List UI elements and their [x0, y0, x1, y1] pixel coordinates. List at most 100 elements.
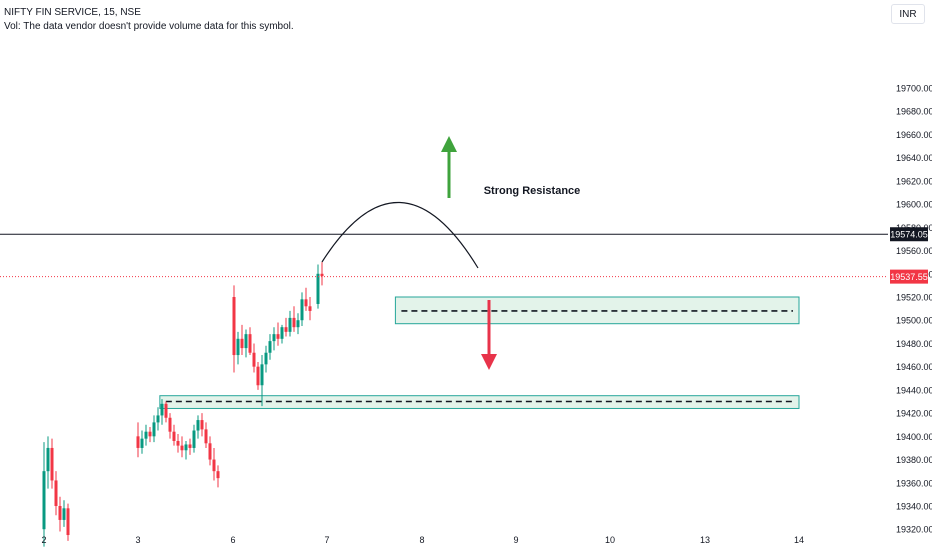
time-tick-label: 14	[794, 535, 804, 545]
candle-body	[42, 471, 46, 530]
candle	[300, 292, 304, 327]
candle-body	[144, 431, 148, 439]
candle	[288, 310, 292, 337]
candle-body	[300, 299, 304, 321]
time-tick-label: 6	[230, 535, 235, 545]
candles	[42, 262, 324, 547]
candle	[176, 434, 180, 453]
candle	[180, 436, 184, 458]
candle	[244, 329, 248, 358]
candle-body	[284, 327, 288, 332]
down-arrow-icon	[481, 300, 497, 370]
price-tick-label: 19520.00	[896, 293, 932, 303]
price-tick-label: 19560.00	[896, 246, 932, 256]
candle	[164, 401, 168, 423]
price-tick-label: 19620.00	[896, 176, 932, 186]
candle	[200, 413, 204, 437]
candle	[272, 327, 276, 351]
candle	[284, 317, 288, 337]
candle	[140, 430, 144, 454]
candle-body	[192, 430, 196, 448]
candle	[50, 438, 54, 489]
candle	[236, 331, 240, 365]
support-zones	[159, 296, 800, 409]
candle	[320, 262, 324, 286]
down-arrow-head	[481, 354, 497, 370]
candle-body	[196, 420, 200, 431]
candle-body	[200, 420, 204, 430]
candle	[248, 327, 252, 356]
candle	[260, 355, 264, 407]
candle	[46, 436, 50, 489]
price-tick-label: 19360.00	[896, 478, 932, 488]
candle	[62, 500, 66, 527]
candle-body	[292, 317, 296, 328]
candle	[232, 285, 236, 373]
time-tick-label: 7	[324, 535, 329, 545]
candle	[308, 297, 312, 321]
projection-arc	[321, 201, 479, 269]
candle	[292, 306, 296, 332]
candle	[304, 287, 308, 311]
candle-body	[204, 429, 208, 444]
resistance-label: Strong Resistance	[484, 185, 581, 197]
price-axis[interactable]: 19320.00 19340.00 19360.00 19380.00 19400.00…	[888, 0, 932, 550]
price-tick-label: 19680.00	[896, 107, 932, 117]
candle	[196, 415, 200, 439]
candle	[136, 422, 140, 458]
price-tick-label: 19460.00	[896, 362, 932, 372]
annotations	[321, 136, 497, 370]
candle	[216, 465, 220, 488]
candle-body	[296, 320, 300, 328]
price-lines	[0, 233, 888, 278]
price-tick-label: 19420.00	[896, 409, 932, 419]
candle-body	[148, 431, 152, 437]
price-tick-label: 19400.00	[896, 432, 932, 442]
resistance-price-label: 19574.05	[890, 230, 928, 240]
time-tick-label: 10	[605, 535, 615, 545]
candle-body	[176, 440, 180, 446]
candle	[192, 424, 196, 453]
symbol-title: NIFTY FIN SERVICE, 15, NSE	[4, 7, 141, 18]
time-tick-label: 2	[41, 535, 46, 545]
time-axis[interactable]: 2 3 6 7 8 9 10 13 14	[41, 535, 804, 545]
candle-body	[276, 334, 280, 339]
candle-body	[264, 352, 268, 365]
candle-body	[188, 444, 192, 448]
candle-body	[184, 444, 188, 451]
candle	[156, 407, 160, 431]
chart-legend: NIFTY FIN SERVICE, 15, NSE Vol: The data…	[4, 6, 294, 34]
candle	[168, 413, 172, 439]
candle-body	[62, 508, 66, 520]
price-tick-label: 19640.00	[896, 153, 932, 163]
candle	[42, 442, 46, 547]
candle-body	[54, 480, 58, 506]
time-tick-label: 13	[700, 535, 710, 545]
candle	[256, 362, 260, 390]
candle-body	[248, 334, 252, 353]
candle	[172, 424, 176, 446]
price-tick-label: 19440.00	[896, 385, 932, 395]
candle	[204, 422, 208, 448]
time-tick-label: 8	[419, 535, 424, 545]
candle	[280, 324, 284, 344]
candle-body	[212, 459, 216, 472]
candle	[208, 436, 212, 466]
candle	[316, 264, 320, 309]
candle-body	[260, 364, 264, 386]
candle-body	[140, 438, 144, 448]
candle-body	[152, 422, 156, 437]
candle-body	[172, 431, 176, 441]
price-tick-label: 19660.00	[896, 130, 932, 140]
time-tick-label: 9	[513, 535, 518, 545]
candle-body	[216, 471, 220, 479]
candle-body	[180, 445, 184, 451]
price-tick-label: 19500.00	[896, 316, 932, 326]
candle	[264, 345, 268, 373]
currency-button[interactable]: INR	[891, 4, 925, 24]
candle	[152, 415, 156, 443]
candle-body	[58, 506, 62, 520]
volume-note: Vol: The data vendor doesn't provide vol…	[4, 21, 294, 32]
candle-body	[236, 338, 240, 356]
